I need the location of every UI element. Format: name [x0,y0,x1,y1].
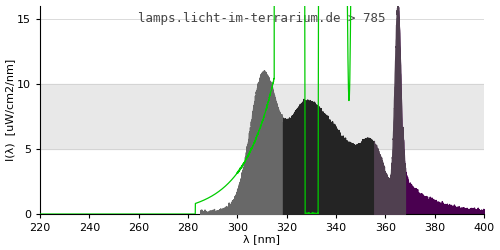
Bar [40,84,484,149]
Y-axis label: I(λ)  [uW/cm2/nm]: I(λ) [uW/cm2/nm] [6,59,16,161]
X-axis label: λ [nm]: λ [nm] [244,234,281,244]
Text: lamps.licht-im-terrarium.de > 785: lamps.licht-im-terrarium.de > 785 [138,12,386,25]
